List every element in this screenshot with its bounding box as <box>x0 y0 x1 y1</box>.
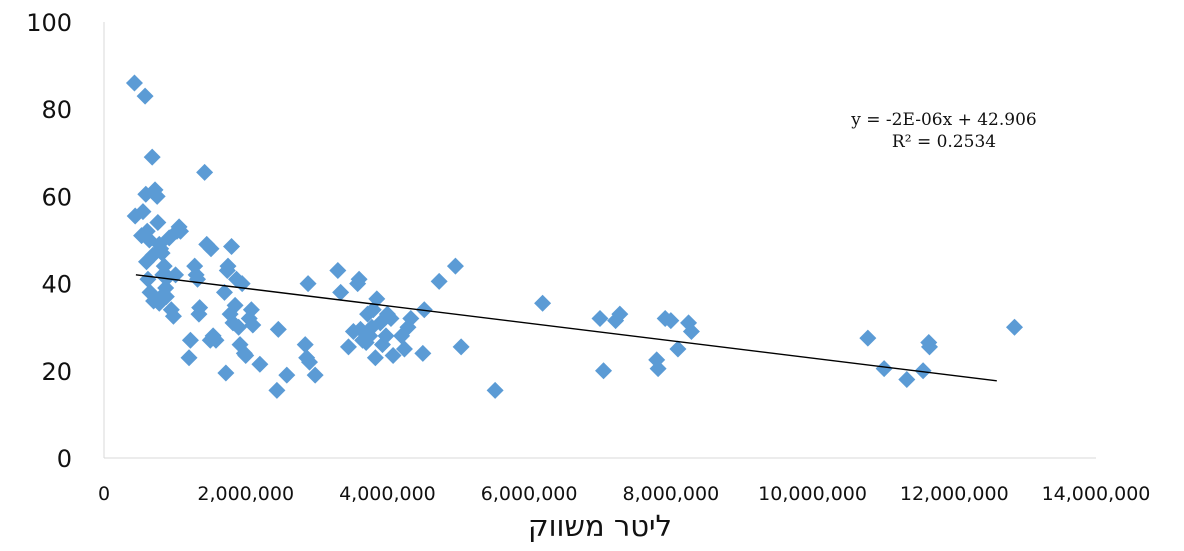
data-point <box>384 347 402 365</box>
data-point <box>152 288 170 306</box>
y-tick-label: 100 <box>26 9 72 37</box>
data-point <box>382 309 400 327</box>
data-point <box>139 270 157 288</box>
data-point <box>332 283 350 301</box>
data-point <box>446 257 464 275</box>
data-point <box>339 338 357 356</box>
data-point <box>875 360 893 378</box>
axes <box>103 22 1096 459</box>
data-point <box>278 366 296 384</box>
data-point <box>430 272 448 290</box>
data-point <box>1006 318 1024 336</box>
data-point <box>649 360 667 378</box>
data-point <box>898 371 916 389</box>
data-point <box>242 301 260 319</box>
x-tick-label: 4,000,000 <box>339 483 436 505</box>
data-point <box>226 296 244 314</box>
data-point <box>534 294 552 312</box>
y-tick-label: 80 <box>41 96 72 124</box>
data-point <box>217 364 235 382</box>
data-point <box>329 262 347 280</box>
y-axis-tick-labels: 0 20 40 60 80 100 <box>26 9 72 473</box>
data-point <box>153 244 171 262</box>
data-point <box>268 381 286 399</box>
data-point <box>148 187 166 205</box>
data-point <box>591 309 609 327</box>
trendline-group <box>135 274 997 382</box>
data-point <box>230 318 248 336</box>
data-point <box>669 340 687 358</box>
trendline <box>135 274 997 382</box>
data-point <box>237 347 255 365</box>
y-tick-label: 20 <box>41 358 72 386</box>
data-point <box>191 299 209 317</box>
x-tick-label: 14,000,000 <box>1042 483 1151 505</box>
y-tick-label: 60 <box>41 183 72 211</box>
data-point <box>350 270 368 288</box>
data-point <box>138 253 156 271</box>
x-tick-label: 10,000,000 <box>758 483 867 505</box>
data-point <box>402 309 420 327</box>
data-point <box>859 329 877 347</box>
x-axis-tick-labels: 0 2,000,000 4,000,000 6,000,000 8,000,000 10,… <box>98 483 1150 505</box>
data-point <box>181 331 199 349</box>
data-point <box>223 238 241 256</box>
data-point <box>164 307 182 325</box>
data-point <box>368 290 386 308</box>
data-point <box>196 163 214 181</box>
data-point <box>269 320 287 338</box>
data-point <box>251 355 269 373</box>
data-point <box>143 148 161 166</box>
data-point <box>125 74 143 92</box>
data-point <box>366 349 384 367</box>
y-tick-label: 0 <box>57 445 72 473</box>
data-point <box>300 353 318 371</box>
y-tick-label: 40 <box>41 271 72 299</box>
trendline-equation: y = -2E-06x + 42.906 <box>850 110 1036 130</box>
x-axis-label: ליטר משווק <box>528 509 672 543</box>
data-point <box>202 240 220 258</box>
data-point <box>914 362 932 380</box>
x-tick-label: 12,000,000 <box>900 483 1009 505</box>
data-point <box>611 305 629 323</box>
data-point <box>299 275 317 293</box>
x-tick-label: 6,000,000 <box>481 483 578 505</box>
data-point <box>180 349 198 367</box>
data-point <box>662 312 680 330</box>
data-point <box>134 203 152 221</box>
data-points <box>125 74 1024 399</box>
data-point <box>377 327 395 345</box>
data-point <box>414 344 432 362</box>
data-point <box>595 362 613 380</box>
data-point <box>172 222 190 240</box>
x-tick-label: 0 <box>98 483 110 505</box>
data-point <box>244 316 262 334</box>
data-point <box>920 338 938 356</box>
data-point <box>682 323 700 341</box>
data-point <box>215 283 233 301</box>
x-tick-label: 2,000,000 <box>197 483 294 505</box>
data-point <box>306 366 324 384</box>
x-tick-label: 8,000,000 <box>623 483 720 505</box>
data-point <box>395 340 413 358</box>
data-point <box>207 331 225 349</box>
data-point <box>219 257 237 275</box>
data-point <box>486 381 504 399</box>
data-point <box>452 338 470 356</box>
trendline-r-squared: R² = 0.2534 <box>892 132 996 152</box>
data-point <box>136 87 154 105</box>
data-point <box>149 214 167 232</box>
data-point <box>296 336 314 354</box>
